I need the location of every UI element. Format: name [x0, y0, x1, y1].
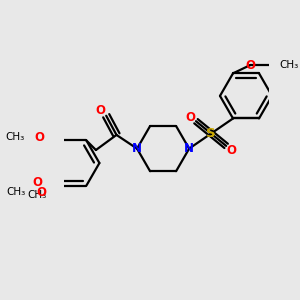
Text: N: N [132, 142, 142, 155]
Text: O: O [185, 111, 196, 124]
Text: CH₃: CH₃ [7, 188, 26, 197]
Text: O: O [226, 143, 237, 157]
Text: O: O [35, 130, 45, 143]
Text: O: O [245, 58, 255, 72]
Text: CH₃: CH₃ [27, 190, 47, 200]
Text: O: O [32, 176, 42, 189]
Text: O: O [36, 186, 46, 199]
Text: CH₃: CH₃ [279, 60, 298, 70]
Text: N: N [184, 142, 194, 155]
Text: S: S [206, 127, 216, 140]
Text: CH₃: CH₃ [5, 132, 25, 142]
Text: O: O [96, 104, 106, 117]
